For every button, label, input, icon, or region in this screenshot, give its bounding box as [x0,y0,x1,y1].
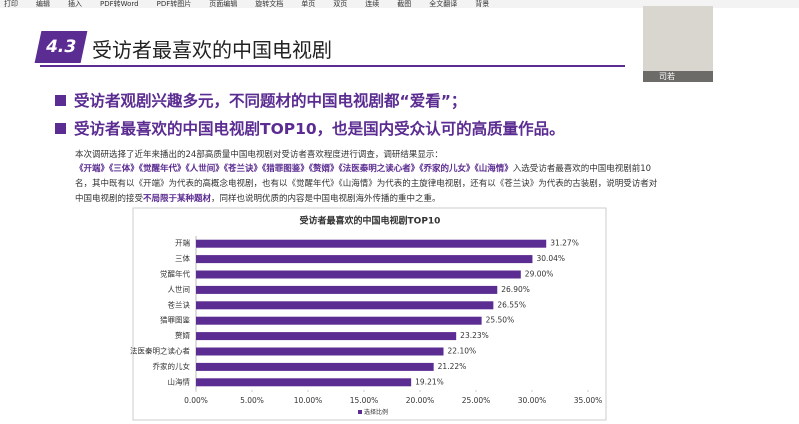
y-tick-label: 山海情 [168,376,191,386]
x-tick-label: 0.00% [184,396,208,405]
bar [196,239,547,248]
y-tick-label: 乔家的儿女 [153,361,191,371]
value-label: 26.90% [501,285,530,294]
toolbar-item[interactable]: 截图 [397,0,412,8]
x-tick-label: 25.00% [462,396,491,405]
y-tick-label: 苍兰诀 [168,299,191,309]
toolbar-item[interactable]: 双页 [333,0,348,8]
bullet: 受访者观剧兴趣多元，不同题材的中国电视剧都“爱看”； [55,89,466,111]
intro: 本次调研选择了近年来播出的24部高质量中国电视剧对受访者喜欢程度进行调查，调研结… [75,150,443,160]
value-label: 23.23% [460,331,489,340]
toolbar-item[interactable]: 单页 [301,0,316,8]
value-label: 31.27% [550,239,579,248]
bullet-text: 受访者观剧兴趣多元，不同题材的中国电视剧都“爱看”； [74,92,467,110]
toolbar-item[interactable]: 背景 [475,0,490,8]
toolbar-item[interactable]: 全文翻译 [429,0,458,8]
x-tick-label: 35.00% [574,396,603,405]
bar [196,332,457,341]
paragraph: 《开端》《三体》《觉醒年代》《人世间》《苍兰诀》《猎罪图鉴》《赘婿》《法医秦明之… [58,162,665,207]
bullet-text: 受访者最喜欢的中国电视剧TOP10，也是国内受众认可的高质量作品。 [74,120,565,138]
speaker-name: 司若 [643,71,713,82]
bar [196,347,444,356]
toolbar-item[interactable]: PDF转图片 [156,0,192,8]
y-tick-label: 三体 [175,253,190,263]
value-label: 25.50% [486,316,515,325]
y-tick-label: 法医秦明之读心者 [130,346,190,356]
y-tick-label: 赘婿 [175,330,190,340]
value-label: 21.22% [438,362,467,371]
bar [196,255,533,264]
bar [196,285,498,294]
bar [196,270,521,279]
toolbar: 打印 编辑 插入 PDF转Word PDF转图片 页面编辑 旋转文档 单页 双页 连续 截图 全文翻译… [0,0,799,8]
bold-text: 《开端》《三体》《觉醒年代》《人世间》《苍兰诀》《猎罪图鉴》《赘婿》《法医秦明之… [75,164,513,174]
y-tick-label: 开端 [175,238,190,248]
bar [196,316,482,325]
toolbar-item[interactable]: 编辑 [36,0,50,8]
toolbar-item[interactable]: 打印 [4,0,18,8]
x-tick-label: 20.00% [406,396,435,405]
value-label: 26.55% [497,300,526,309]
y-tick-label: 人世间 [168,284,191,294]
x-tick-label: 15.00% [350,396,379,405]
toolbar-item[interactable]: 页面编辑 [209,0,238,8]
bold-text: 不局限于某种题材 [143,194,212,204]
x-tick-label: 10.00% [294,396,323,405]
bullet: 受访者最喜欢的中国电视剧TOP10，也是国内受众认可的高质量作品。 [55,117,565,139]
legend-swatch [358,410,362,414]
section-title: 受访者最喜欢的中国电视剧 [92,38,332,62]
value-label: 22.10% [448,347,477,356]
y-tick-label: 觉醒年代 [160,269,190,279]
text: 入选受访者最喜欢的中国电视剧前10名，其中既有以《开端》为代表的高概念电视剧，也… [75,164,658,204]
bar [196,362,434,371]
video-thumbnail[interactable]: 司若 [643,6,713,82]
legend-label: 选择比例 [364,408,388,416]
x-tick-label: 30.00% [518,396,547,405]
toolbar-item[interactable]: 插入 [68,0,82,8]
text: ，同样也说明优质的内容是中国电视剧海外传播的重中之重。 [211,194,441,204]
toolbar-item[interactable]: 连续 [365,0,380,8]
bar [196,301,494,310]
chart-title: 受访者最喜欢的中国电视剧TOP10 [300,215,441,227]
rule [40,65,625,67]
value-label: 30.04% [536,254,565,263]
bar [196,378,412,387]
x-tick-label: 5.00% [240,396,264,405]
toolbar-item[interactable]: PDF转Word [100,0,139,8]
value-label: 29.00% [525,270,554,279]
y-tick-label: 猎罪图鉴 [160,315,190,325]
toolbar-item[interactable]: 旋转文档 [255,0,284,8]
value-label: 19.21% [415,377,444,386]
